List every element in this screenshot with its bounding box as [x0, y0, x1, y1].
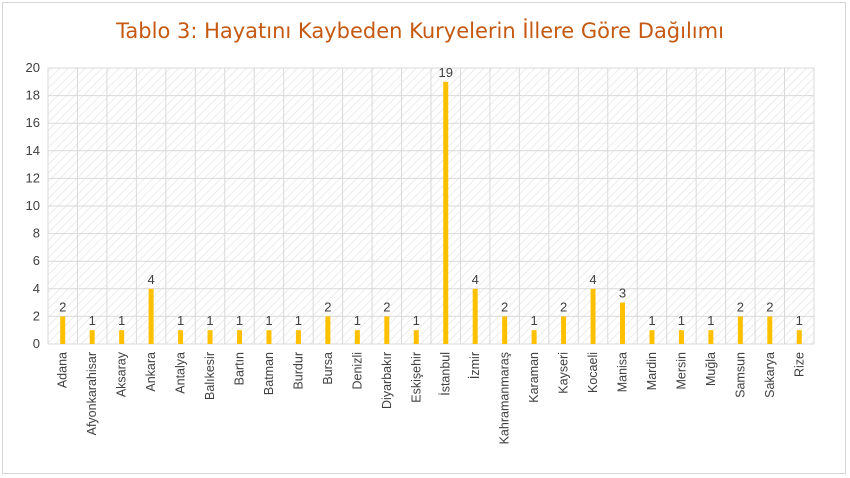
bar	[413, 330, 419, 344]
data-label: 4	[472, 272, 479, 287]
data-label: 1	[265, 313, 272, 328]
bar	[796, 330, 802, 344]
bar	[207, 330, 213, 344]
data-label: 1	[354, 313, 361, 328]
bar	[89, 330, 95, 344]
bar	[325, 316, 331, 344]
bar	[590, 288, 596, 344]
chart-title: Tablo 3: Hayatını Kaybeden Kuryelerin İl…	[115, 18, 724, 43]
x-axis: Adana Afyonkarahisar Aksaray Ankara Antalya B…	[56, 351, 807, 444]
x-tick-label: İstanbul	[439, 352, 453, 396]
bar	[237, 330, 242, 344]
x-tick-label: Ankara	[144, 352, 158, 392]
x-tick-label: Manisa	[616, 352, 630, 392]
data-label: 1	[648, 313, 655, 328]
data-label: 2	[501, 299, 508, 314]
x-tick-label: İzmir	[468, 352, 482, 379]
data-label: 1	[295, 313, 302, 328]
bar	[767, 316, 773, 344]
data-label: 3	[619, 286, 626, 301]
y-tick-label: 12	[26, 170, 40, 185]
data-label: 1	[530, 313, 537, 328]
y-tick-label: 6	[33, 253, 40, 268]
x-tick-label: Diyarbakır	[380, 352, 394, 409]
y-tick-label: 10	[26, 198, 40, 213]
data-labels: 2 1 1 4 1 1 1 1 1 2 1 2 1 19 4 2 1 2 4 3 1 1 1 2 2 1	[59, 65, 803, 328]
bar	[295, 330, 301, 344]
x-tick-label: Burdur	[291, 352, 305, 390]
y-tick-label: 2	[33, 308, 40, 323]
x-tick-label: Samsun	[733, 352, 747, 398]
y-axis: 0 2 4 6 8 10 12 14 16 18 20	[26, 60, 40, 351]
x-tick-label: Mardin	[645, 352, 659, 390]
bar	[148, 288, 154, 344]
x-tick-label: Denizli	[350, 352, 364, 390]
y-tick-label: 20	[26, 60, 40, 75]
x-tick-label: Bursa	[321, 352, 335, 385]
bar	[737, 316, 743, 344]
data-label: 1	[89, 313, 96, 328]
x-tick-label: Muğla	[704, 352, 718, 386]
data-label: 2	[560, 299, 567, 314]
data-label: 2	[737, 299, 744, 314]
data-label: 4	[589, 272, 596, 287]
bar	[384, 316, 390, 344]
data-label: 2	[324, 299, 331, 314]
data-label: 1	[236, 313, 243, 328]
data-label: 1	[796, 313, 803, 328]
bar	[678, 330, 684, 344]
y-tick-label: 14	[26, 143, 40, 158]
x-tick-label: Balıkesir	[203, 352, 217, 400]
data-label: 1	[707, 313, 714, 328]
bar	[708, 330, 714, 344]
x-tick-label: Afyonkarahisar	[85, 352, 99, 435]
bar	[561, 316, 567, 344]
bar	[531, 330, 537, 344]
x-tick-label: Rize	[792, 352, 806, 377]
x-tick-label: Aksaray	[115, 351, 129, 397]
bar	[502, 316, 508, 344]
data-label: 2	[383, 299, 390, 314]
x-tick-label: Sakarya	[763, 352, 777, 398]
x-tick-label: Batman	[262, 352, 276, 395]
bar	[649, 330, 655, 344]
y-tick-label: 8	[33, 226, 40, 241]
x-tick-label: Mersin	[674, 352, 688, 390]
data-label: 2	[59, 299, 66, 314]
bar	[472, 288, 478, 344]
bar	[443, 81, 449, 345]
data-label: 1	[177, 313, 184, 328]
bar	[178, 330, 184, 344]
data-label: 19	[438, 65, 452, 80]
bar	[620, 302, 625, 344]
x-tick-label: Adana	[56, 352, 70, 388]
bar	[60, 316, 66, 344]
x-tick-label: Kahramanmaraş	[498, 352, 512, 444]
data-label: 1	[206, 313, 213, 328]
x-tick-label: Bartın	[233, 352, 247, 385]
x-tick-label: Karaman	[527, 352, 541, 403]
x-tick-label: Eskişehir	[409, 352, 423, 403]
gridlines	[47, 67, 815, 345]
bar	[354, 330, 360, 344]
bar	[266, 330, 272, 344]
y-tick-label: 0	[33, 336, 40, 351]
data-label: 1	[118, 313, 125, 328]
data-label: 4	[147, 272, 154, 287]
x-tick-label: Antalya	[174, 352, 188, 394]
x-tick-label: Kayseri	[557, 352, 571, 394]
data-label: 1	[678, 313, 685, 328]
data-label: 1	[413, 313, 420, 328]
data-label: 2	[766, 299, 773, 314]
y-tick-label: 18	[26, 88, 40, 103]
y-tick-label: 4	[33, 281, 40, 296]
y-tick-label: 16	[26, 115, 40, 130]
x-tick-label: Kocaeli	[586, 352, 600, 393]
bar	[119, 330, 125, 344]
bars	[60, 81, 802, 345]
